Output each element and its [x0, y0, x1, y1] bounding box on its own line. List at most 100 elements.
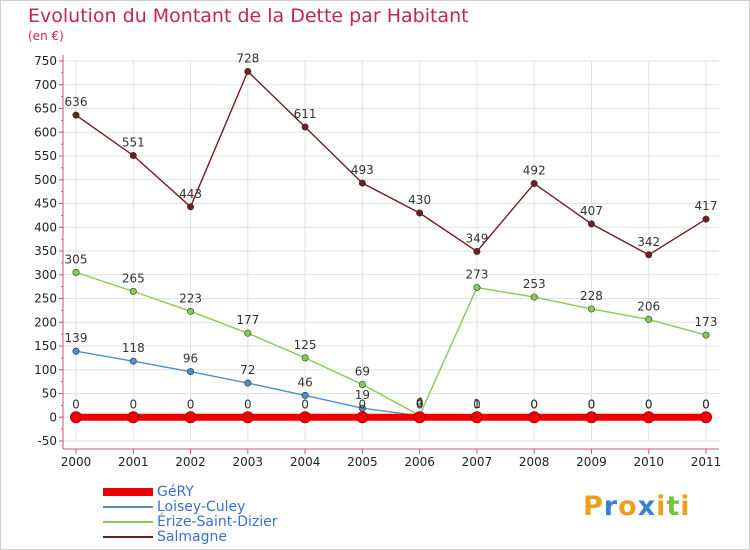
x-tick-label: 2010	[633, 455, 664, 469]
data-label-Loisey-Culey-2002: 96	[183, 352, 198, 366]
data-label-Érize-Saint-Dizier-2001: 265	[122, 271, 145, 285]
y-tick-label: 650	[34, 102, 57, 116]
data-label-Salmagne-2011: 417	[695, 199, 718, 213]
brand-letter: i	[680, 491, 691, 522]
data-label-GéRY-2002: 0	[187, 397, 195, 411]
data-label-GéRY-2009: 0	[588, 397, 596, 411]
data-label-Loisey-Culey-2004: 46	[297, 375, 312, 389]
data-point-GéRY-2007	[470, 411, 483, 424]
y-tick-label: 750	[34, 54, 57, 68]
y-tick-label: -50	[37, 434, 57, 448]
legend-item: Érize-Saint-Dizier	[103, 515, 278, 529]
data-label-Loisey-Culey-2001: 118	[122, 341, 145, 355]
data-point-Loisey-Culey-2001	[129, 357, 137, 365]
y-tick-label: 100	[34, 363, 57, 377]
legend-label: Érize-Saint-Dizier	[157, 514, 278, 530]
data-point-Salmagne-2011	[702, 215, 710, 223]
data-point-Érize-Saint-Dizier-2000	[72, 268, 80, 276]
brand-letter: x	[637, 491, 657, 522]
data-label-Salmagne-2005: 493	[351, 163, 374, 177]
data-label-GéRY-2007: 0	[473, 397, 481, 411]
legend-item: Loisey-Culey	[103, 500, 278, 514]
data-label-Loisey-Culey-2005: 19	[355, 388, 370, 402]
data-label-Loisey-Culey-2006: 0	[416, 396, 424, 410]
x-tick-label: 2000	[61, 455, 92, 469]
data-label-Salmagne-2000: 636	[65, 95, 88, 109]
data-point-Érize-Saint-Dizier-2009	[587, 305, 595, 313]
data-label-GéRY-2010: 0	[645, 397, 653, 411]
data-label-Salmagne-2004: 611	[294, 107, 317, 121]
data-label-Érize-Saint-Dizier-2009: 228	[580, 289, 603, 303]
data-point-Loisey-Culey-2002	[187, 368, 195, 376]
series-line-Salmagne	[75, 70, 707, 256]
data-point-GéRY-2002	[184, 411, 197, 424]
data-label-GéRY-2011: 0	[702, 397, 710, 411]
y-tick-label: 600	[34, 125, 57, 139]
data-point-Érize-Saint-Dizier-2004	[301, 354, 309, 362]
x-tick-label: 2008	[519, 455, 550, 469]
data-label-Loisey-Culey-2007: 1	[473, 397, 481, 411]
data-label-GéRY-2003: 0	[244, 397, 252, 411]
x-tick-label: 2002	[175, 455, 206, 469]
x-tick-label: 2006	[404, 455, 435, 469]
data-label-Salmagne-2008: 492	[523, 164, 546, 178]
data-label-GéRY-2000: 0	[72, 397, 80, 411]
x-tick-label: 2011	[691, 455, 722, 469]
data-label-Loisey-Culey-2010: 0	[645, 397, 653, 411]
legend-label: Loisey-Culey	[157, 499, 246, 515]
x-tick-label: 2003	[233, 455, 264, 469]
data-label-Salmagne-2007: 349	[465, 231, 488, 245]
data-point-Salmagne-2002	[187, 203, 195, 211]
legend-item: GéRY	[103, 485, 278, 499]
data-point-Érize-Saint-Dizier-2002	[187, 307, 195, 315]
y-tick-label: 500	[34, 173, 57, 187]
data-point-Salmagne-2010	[645, 251, 653, 259]
x-tick-label: 2005	[347, 455, 378, 469]
data-label-Loisey-Culey-2009: 0	[588, 397, 596, 411]
data-point-Érize-Saint-Dizier-2003	[244, 329, 252, 337]
series-line-Loisey-Culey	[75, 350, 706, 418]
data-point-GéRY-2001	[127, 411, 140, 424]
y-tick-label: 50	[42, 387, 57, 401]
chart-subtitle: (en €)	[28, 29, 64, 43]
data-point-Salmagne-2009	[587, 220, 595, 228]
y-tick-label: 550	[34, 149, 57, 163]
data-point-Salmagne-2005	[358, 179, 366, 187]
data-label-Érize-Saint-Dizier-2004: 125	[294, 338, 317, 352]
data-point-Salmagne-2003	[244, 67, 252, 75]
data-point-Érize-Saint-Dizier-2007	[473, 284, 481, 292]
y-tick-label: 200	[34, 315, 57, 329]
data-label-Salmagne-2010: 342	[637, 235, 660, 249]
data-label-Salmagne-2003: 728	[236, 51, 259, 65]
y-tick-label: 300	[34, 268, 57, 282]
brand-letter: o	[618, 491, 638, 522]
data-label-Érize-Saint-Dizier-2005: 69	[355, 364, 370, 378]
data-point-GéRY-2011	[700, 411, 712, 424]
data-point-GéRY-2010	[642, 411, 655, 424]
y-tick-label: 350	[34, 244, 57, 258]
data-label-Salmagne-2001: 551	[122, 136, 145, 150]
data-label-Érize-Saint-Dizier-2010: 206	[637, 299, 660, 313]
data-label-Salmagne-2006: 430	[408, 193, 431, 207]
data-label-GéRY-2005: 0	[359, 397, 367, 411]
y-tick-label: 0	[49, 410, 57, 424]
data-point-GéRY-2005	[356, 411, 369, 424]
x-tick-label: 2004	[290, 455, 321, 469]
data-label-GéRY-2008: 0	[530, 397, 538, 411]
data-label-GéRY-2004: 0	[301, 397, 309, 411]
data-point-Salmagne-2008	[530, 180, 538, 188]
data-point-Érize-Saint-Dizier-2010	[645, 315, 653, 323]
data-point-Salmagne-2001	[129, 152, 137, 160]
y-tick-label: 450	[34, 197, 57, 211]
data-point-GéRY-2009	[585, 411, 598, 424]
data-point-Érize-Saint-Dizier-2011	[702, 331, 710, 339]
brand-letter: r	[603, 491, 619, 522]
brand-letter: t	[666, 491, 681, 522]
x-tick-label: 2007	[462, 455, 493, 469]
x-tick-label: 2009	[576, 455, 607, 469]
data-label-Loisey-Culey-2008: 0	[530, 397, 538, 411]
data-label-Érize-Saint-Dizier-2003: 177	[236, 313, 259, 327]
data-label-Loisey-Culey-2000: 139	[65, 331, 88, 345]
data-point-Érize-Saint-Dizier-2005	[358, 380, 366, 388]
